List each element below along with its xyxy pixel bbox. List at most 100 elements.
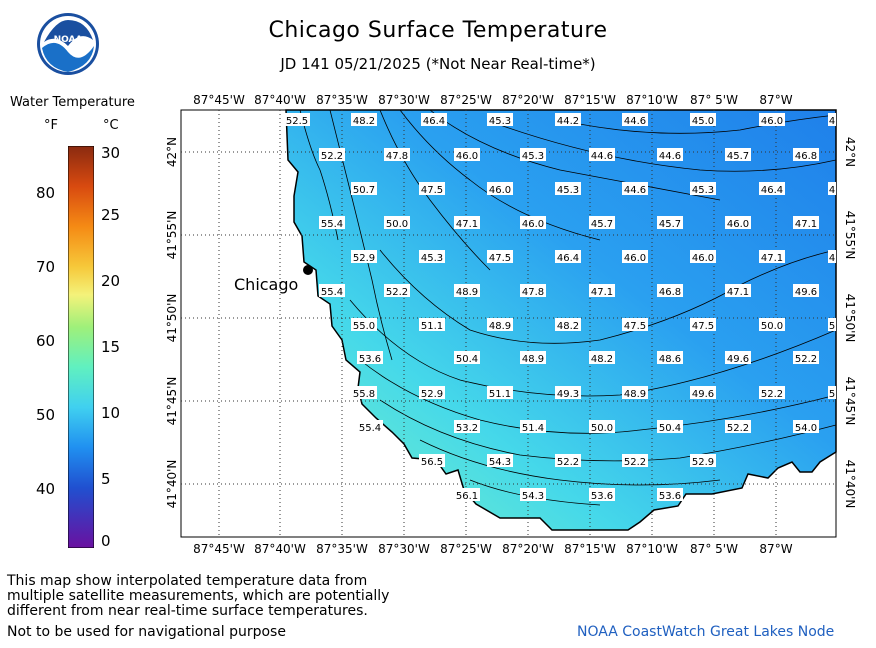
temperature-value: 47.5 xyxy=(692,321,714,332)
lon-label-bottom: 87°30'W xyxy=(378,542,430,556)
temperature-label-box xyxy=(657,148,683,161)
temperature-label-box xyxy=(622,318,648,331)
temperature-label-box xyxy=(589,216,615,229)
noaa-logo: NOAA xyxy=(36,12,100,76)
temperature-label-box xyxy=(454,351,480,364)
temperature-value: 46.0 xyxy=(522,219,544,230)
temperature-label-box xyxy=(487,182,513,195)
temperature-label-box xyxy=(454,148,480,161)
temperature-value: 4 xyxy=(829,253,835,264)
temperature-value: 5 xyxy=(829,389,835,400)
temperature-label-box xyxy=(419,182,445,195)
svg-text:NOAA: NOAA xyxy=(54,35,83,45)
lon-label-bottom: 87°10'W xyxy=(626,542,678,556)
temperature-value: 50.0 xyxy=(386,219,408,230)
temperature-value: 51.1 xyxy=(421,321,443,332)
temperature-value: 46.0 xyxy=(624,253,646,264)
temperature-label-box xyxy=(793,351,819,364)
temperature-value: 48.6 xyxy=(659,354,681,365)
temperature-value: 50.0 xyxy=(761,321,783,332)
temperature-label-box xyxy=(520,351,546,364)
temperature-value: 55.4 xyxy=(321,219,343,230)
temperature-label-box xyxy=(520,284,546,297)
temperature-label-box xyxy=(657,284,683,297)
lon-label-bottom: 87°15'W xyxy=(564,542,616,556)
f-tick-70: 70 xyxy=(36,258,56,276)
c-tick-25: 25 xyxy=(101,206,121,224)
temperature-value: 52.2 xyxy=(761,389,783,400)
c-tick-0: 0 xyxy=(101,532,111,550)
temperature-label-box xyxy=(657,216,683,229)
temperature-label-box xyxy=(454,488,480,501)
temperature-value: 51.1 xyxy=(489,389,511,400)
f-tick-80: 80 xyxy=(36,184,56,202)
temperature-label-box xyxy=(357,420,383,433)
disclaimer-line: This map show interpolated temperature d… xyxy=(7,573,368,589)
temperature-label-box xyxy=(555,113,581,126)
temperature-value: 48.2 xyxy=(353,116,375,127)
temperature-value: 52.2 xyxy=(727,423,749,434)
lon-label-bottom: 87°25'W xyxy=(440,542,492,556)
temperature-label-box xyxy=(520,148,546,161)
disclaimer-line: different from near real-time surface te… xyxy=(7,603,368,619)
temperature-label-box xyxy=(759,113,785,126)
temperature-label-box xyxy=(725,351,751,364)
temperature-value: 47.1 xyxy=(761,253,783,264)
temperature-label-box xyxy=(828,182,836,195)
temperature-value: 46.8 xyxy=(795,151,817,162)
temperature-label-box xyxy=(284,113,310,126)
temperature-value: 45.3 xyxy=(522,151,544,162)
temperature-value: 46.0 xyxy=(456,151,478,162)
c-tick-10: 10 xyxy=(101,404,121,422)
temperature-label-box xyxy=(384,148,410,161)
temperature-value: 47.1 xyxy=(727,287,749,298)
temperature-label-box xyxy=(384,284,410,297)
temperature-value: 48.9 xyxy=(522,354,544,365)
temperature-label-box xyxy=(690,182,716,195)
temperature-value: 50.4 xyxy=(659,423,681,434)
temperature-value: 48.2 xyxy=(591,354,613,365)
temperature-label-box xyxy=(793,284,819,297)
temperature-label-box xyxy=(622,182,648,195)
temperature-value: 54.3 xyxy=(489,457,511,468)
temperature-label-box xyxy=(419,250,445,263)
temperature-label-box xyxy=(759,386,785,399)
temperature-value: 45.7 xyxy=(591,219,613,230)
temperature-label-box xyxy=(487,113,513,126)
temperature-value: 44.6 xyxy=(591,151,613,162)
temperature-label-box xyxy=(555,250,581,263)
temperature-label-box xyxy=(793,420,819,433)
temperature-value: 49.6 xyxy=(795,287,817,298)
temperature-value: 47.8 xyxy=(386,151,408,162)
c-tick-5: 5 xyxy=(101,470,111,488)
temperature-label-box xyxy=(555,454,581,467)
lon-label-top: 87°35'W xyxy=(316,93,368,107)
c-tick-30: 30 xyxy=(101,144,121,162)
temperature-label-box xyxy=(725,148,751,161)
temperature-value: 45.7 xyxy=(727,151,749,162)
temperature-label-box xyxy=(657,351,683,364)
temperature-value: 46.0 xyxy=(727,219,749,230)
f-tick-40: 40 xyxy=(36,480,56,498)
temperature-value: 45.3 xyxy=(692,185,714,196)
temperature-label-box xyxy=(828,250,836,263)
lat-label-right: 41°50'N xyxy=(843,294,857,343)
temperature-value: 44.6 xyxy=(659,151,681,162)
temperature-value: 52.2 xyxy=(557,457,579,468)
temperature-value: 53.6 xyxy=(591,491,613,502)
temperature-value: 44.2 xyxy=(557,116,579,127)
temperature-value: 5 xyxy=(829,321,835,332)
unit-celsius: °C xyxy=(103,118,119,133)
temperature-value: 52.9 xyxy=(421,389,443,400)
temperature-label-box xyxy=(487,386,513,399)
map-frame-group: 52.5 48.2 46.4 45.3 44.2 44.6 45.0 46.0 4 52.2 47.… xyxy=(165,93,857,556)
temperature-value: 46.8 xyxy=(659,287,681,298)
temperature-label-box xyxy=(690,318,716,331)
temperature-label-box xyxy=(419,454,445,467)
temperature-value: 51.4 xyxy=(522,423,544,434)
temperature-label-box xyxy=(487,318,513,331)
temperature-value: 50.4 xyxy=(456,354,478,365)
temperature-label-box xyxy=(520,488,546,501)
temperature-value: 47.5 xyxy=(624,321,646,332)
page-subtitle: JD 141 05/21/2025 (*Not Near Real-time*) xyxy=(280,55,596,73)
